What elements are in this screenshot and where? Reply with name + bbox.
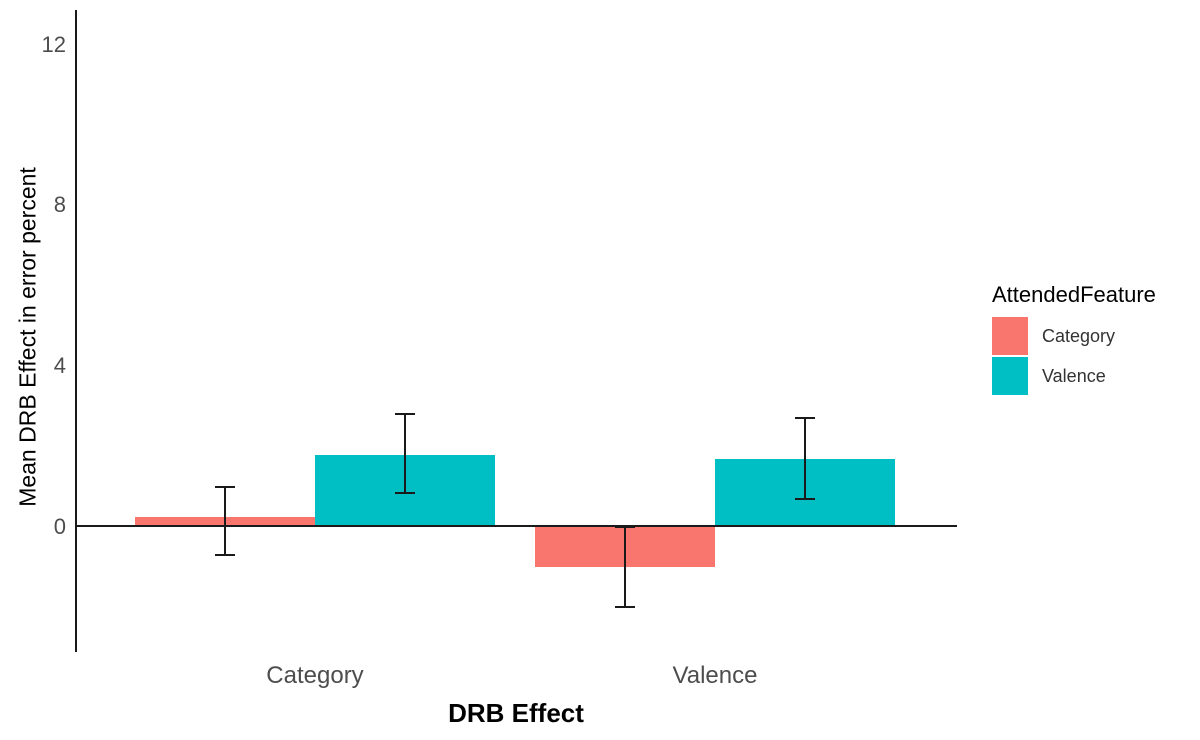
x-axis-title: DRB Effect bbox=[448, 698, 584, 728]
legend-title: AttendedFeature bbox=[992, 282, 1156, 307]
error-bar-valence-valence bbox=[804, 418, 806, 499]
y-axis-title: Mean DRB Effect in error percent bbox=[14, 167, 41, 507]
error-bar-valence-category-bottom-cap bbox=[615, 606, 635, 609]
y-tick-label: 8 bbox=[53, 192, 66, 218]
y-axis-line bbox=[75, 10, 77, 652]
error-bar-category-category bbox=[224, 486, 226, 556]
y-tick-label: 0 bbox=[53, 514, 66, 539]
legend-swatch-category bbox=[992, 317, 1028, 355]
error-bar-category-category-top-cap bbox=[215, 485, 235, 488]
error-bar-category-valence-top-cap bbox=[395, 413, 415, 416]
x-tick-label-valence: Valence bbox=[672, 662, 758, 689]
y-tick-label: 4 bbox=[53, 353, 66, 379]
x-tick-label-category: Category bbox=[266, 662, 364, 689]
error-bar-valence-category bbox=[624, 527, 626, 608]
error-bar-valence-valence-bottom-cap bbox=[795, 497, 815, 500]
legend-label-category: Category bbox=[1042, 325, 1116, 346]
legend: AttendedFeature Category Valence bbox=[992, 282, 1192, 397]
zero-line bbox=[75, 525, 957, 527]
error-bar-category-valence bbox=[404, 414, 406, 493]
legend-label-valence: Valence bbox=[1042, 365, 1106, 386]
legend-item-category: Category bbox=[992, 317, 1192, 355]
error-bar-valence-category-top-cap bbox=[615, 526, 635, 528]
error-bar-category-valence-bottom-cap bbox=[395, 491, 415, 494]
legend-items: Category Valence bbox=[992, 317, 1192, 395]
legend-item-valence: Valence bbox=[992, 357, 1192, 395]
y-tick-label: 12 bbox=[41, 31, 66, 57]
error-bar-category-category-bottom-cap bbox=[215, 554, 235, 557]
error-bar-valence-valence-top-cap bbox=[795, 417, 815, 420]
legend-swatch-valence bbox=[992, 357, 1028, 395]
